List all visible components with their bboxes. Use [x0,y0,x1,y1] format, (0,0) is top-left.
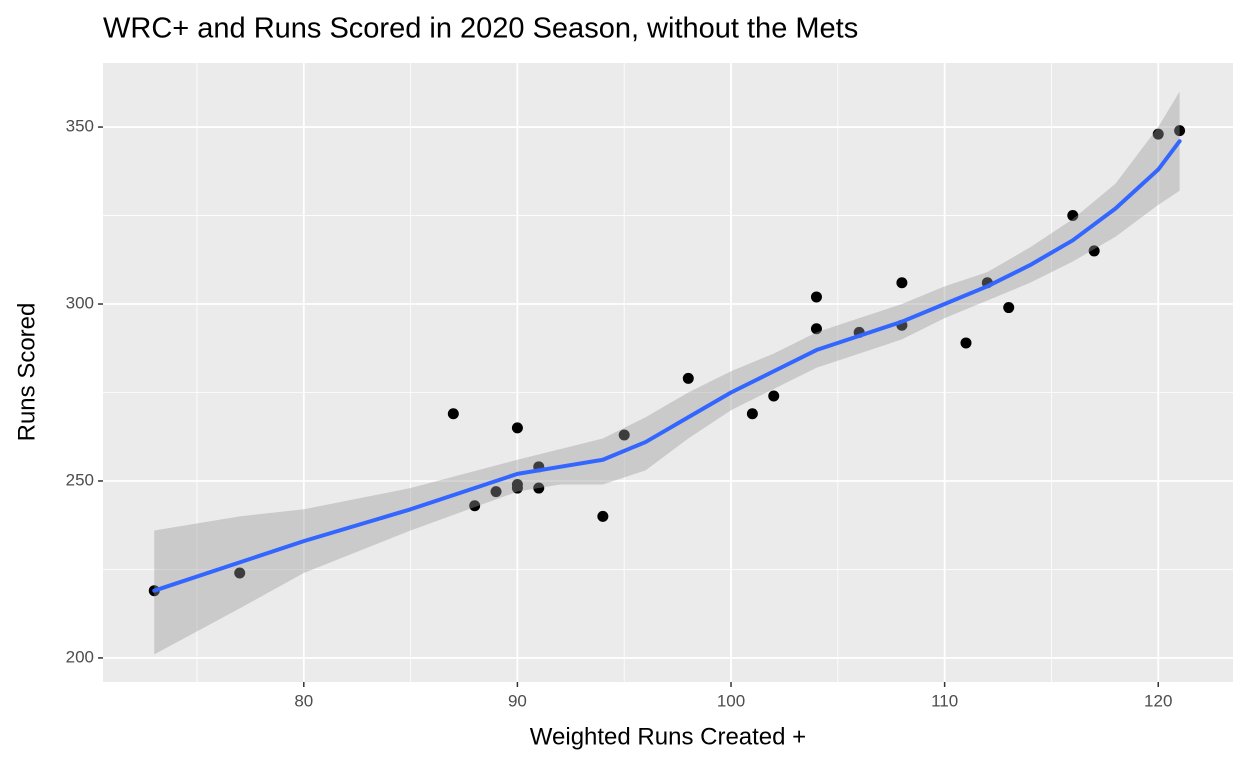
point [810,323,822,335]
point [490,486,502,498]
point [768,390,780,402]
point [682,372,694,384]
smooth-line [152,139,1182,593]
point [1152,128,1164,140]
x-tick-label: 100 [717,691,745,710]
point [896,277,908,289]
y-tick-label: 200 [66,647,94,666]
confidence-band [154,91,1180,655]
point [1088,245,1100,257]
x-tick-label: 90 [508,691,527,710]
point [810,291,822,303]
y-axis-label: Runs Scored [13,303,40,442]
y-tick-label: 250 [66,470,94,489]
point [469,500,481,512]
point [960,337,972,349]
point [1067,210,1079,222]
point [533,482,545,494]
chart-title: WRC+ and Runs Scored in 2020 Season, wit… [103,13,858,45]
y-tick-label: 350 [66,117,94,136]
point [234,567,246,579]
point [618,429,630,441]
x-axis-label: Weighted Runs Created + [530,723,806,750]
point [447,408,459,420]
point [746,408,758,420]
x-tick-label: 80 [294,691,313,710]
x-tick-label: 110 [931,691,958,710]
x-tick-label: 120 [1144,691,1172,710]
y-tick-label: 300 [66,294,94,313]
point [511,422,523,434]
point [597,510,609,522]
point [1003,302,1015,314]
plot-panel [103,63,1233,682]
point [511,482,523,494]
point [1174,125,1186,137]
